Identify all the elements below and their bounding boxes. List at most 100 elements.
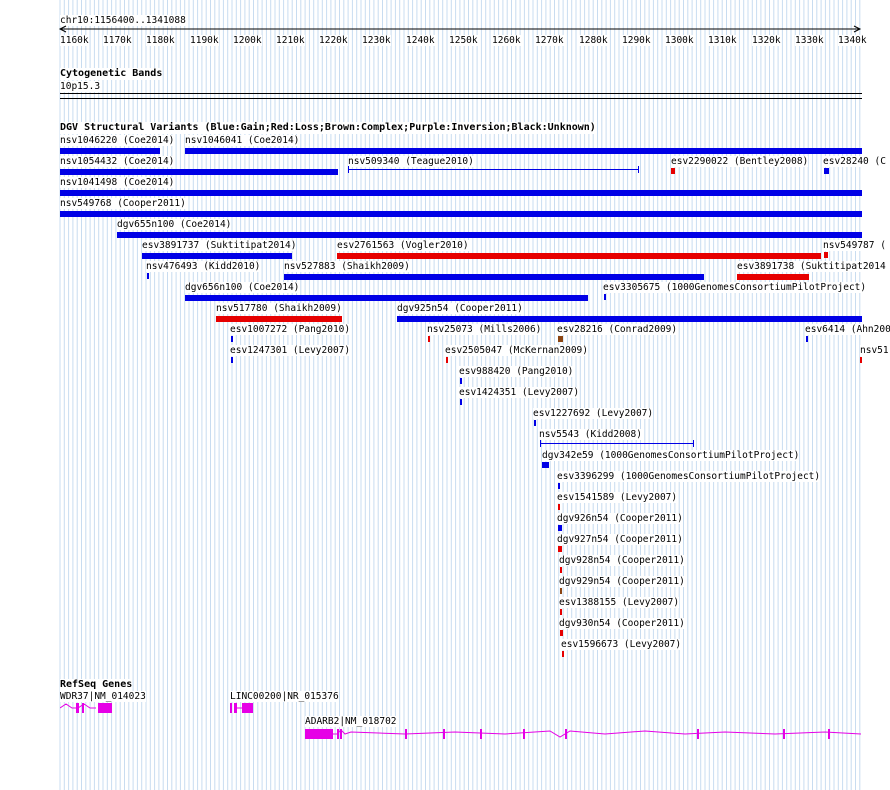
dgv-variant-bar [60,148,160,154]
dgv-variant-bar [337,253,821,259]
refseq-gene-label: ADARB2|NM_018702 [305,716,397,727]
dgv-variant-label: nsv5543 (Kidd2008) [539,429,642,440]
dgv-variant-label: esv2761563 (Vogler2010) [337,240,469,251]
dgv-variant-bar [185,148,862,154]
dgv-track-title[interactable]: DGV Structural Variants (Blue:Gain;Red:L… [60,122,596,134]
ruler-tick-label: 1160k [60,35,89,46]
base-position-ruler [58,25,862,33]
dgv-variant-label: nsv549768 (Cooper2011) [60,198,186,209]
refseq-gene-label: LINC00200|NR_015376 [230,691,339,702]
cytoband-top-line [60,93,862,94]
dgv-variant-bar [558,483,560,489]
dgv-variant-bar [397,316,862,322]
ruler-tick-label: 1180k [146,35,175,46]
dgv-variant-label: esv28216 (Conrad2009) [557,324,678,335]
dgv-variant-label: dgv929n54 (Cooper2011) [559,576,685,587]
ruler-tick-label: 1260k [492,35,521,46]
dgv-variant-line [348,166,639,173]
dgv-variant-label: esv3891738 (Suktitipat2014 [737,261,886,272]
dgv-variant-bar [604,294,606,300]
dgv-variant-label: nsv476493 (Kidd2010) [146,261,261,272]
dgv-variant-bar [60,211,862,217]
ruler-tick-label: 1300k [665,35,694,46]
dgv-variant-bar [560,630,563,636]
dgv-variant-label: esv1247301 (Levy2007) [230,345,351,356]
ruler-tick-label: 1280k [579,35,608,46]
dgv-variant-label: esv2505047 (McKernan2009) [445,345,588,356]
dgv-variant-bar [824,168,829,174]
ruler-tick-label: 1190k [190,35,219,46]
dgv-variant-bar [428,336,430,342]
ruler-tick-label: 1250k [449,35,478,46]
ruler-tick-label: 1290k [622,35,651,46]
dgv-variant-bar [560,609,562,615]
dgv-variant-label: nsv549787 ( [823,240,886,251]
dgv-variant-bar [117,232,862,238]
dgv-variant-label: dgv656n100 (Coe2014) [185,282,300,293]
dgv-variant-bar [231,357,233,363]
dgv-variant-label: nsv1046041 (Coe2014) [185,135,300,146]
dgv-variant-label: nsv517780 (Shaikh2009) [216,303,342,314]
dgv-variant-bar [446,357,448,363]
dgv-variant-bar [147,273,149,279]
refseq-track-title[interactable]: RefSeq Genes [60,679,133,691]
dgv-variant-bar [142,253,292,259]
dgv-variant-label: nsv1054432 (Coe2014) [60,156,175,167]
dgv-variant-label: dgv925n54 (Cooper2011) [397,303,523,314]
dgv-variant-label: esv1227692 (Levy2007) [533,408,654,419]
dgv-variant-label: nsv1041498 (Coe2014) [60,177,175,188]
dgv-variant-label: esv6414 (Ahn200 [805,324,890,335]
dgv-variant-bar [562,651,564,657]
ruler-tick-label: 1170k [103,35,132,46]
dgv-variant-label: esv1541589 (Levy2007) [557,492,678,503]
dgv-variant-bar [558,546,562,552]
dgv-variant-label: dgv930n54 (Cooper2011) [559,618,685,629]
dgv-variant-label: esv28240 (C [823,156,886,167]
dgv-variant-label: esv988420 (Pang2010) [459,366,574,377]
ruler-tick-label: 1200k [233,35,262,46]
dgv-variant-label: esv1596673 (Levy2007) [561,639,682,650]
dgv-variant-bar [560,588,562,594]
dgv-variant-label: esv1388155 (Levy2007) [559,597,680,608]
dgv-variant-label: esv3305675 (1000GenomesConsortiumPilotPr… [603,282,867,293]
dgv-variant-label: nsv25073 (Mills2006) [427,324,542,335]
dgv-variant-bar [737,274,809,280]
ruler-tick-label: 1270k [535,35,564,46]
dgv-variant-bar [558,504,560,510]
dgv-variant-bar [460,399,462,405]
dgv-variant-bar [558,525,562,531]
ruler-tick-label: 1310k [708,35,737,46]
ruler-tick-label: 1240k [406,35,435,46]
dgv-variant-line [540,440,694,447]
ruler-tick-label: 1210k [276,35,305,46]
position-label: chr10:1156400..1341088 [60,15,186,26]
ruler-tick-label: 1340k [838,35,867,46]
dgv-variant-label: nsv509340 (Teague2010) [348,156,474,167]
dgv-variant-label: dgv342e59 (1000GenomesConsortiumPilotPro… [542,450,800,461]
gene-model [305,729,862,739]
dgv-variant-bar [60,169,338,175]
dgv-variant-label: esv2290022 (Bentley2008) [671,156,809,167]
dgv-variant-bar [671,168,675,174]
ruler-tick-label: 1330k [795,35,824,46]
dgv-variant-label: esv3891737 (Suktitipat2014) [142,240,297,251]
refseq-gene-label: WDR37|NM_014023 [60,691,146,702]
dgv-variant-label: esv1007272 (Pang2010) [230,324,351,335]
dgv-variant-bar [231,336,233,342]
ruler-tick-label: 1220k [319,35,348,46]
dgv-variant-label: dgv655n100 (Coe2014) [117,219,232,230]
cytoband-track-title[interactable]: Cytogenetic Bands [60,68,163,80]
dgv-variant-label: nsv51 [860,345,889,356]
dgv-variant-bar [60,190,862,196]
gene-model [230,703,253,713]
dgv-variant-label: nsv1046220 (Coe2014) [60,135,175,146]
dgv-variant-bar [560,567,562,573]
dgv-variant-label: esv3396299 (1000GenomesConsortiumPilotPr… [557,471,821,482]
dgv-variant-bar [542,462,549,468]
ruler-tick-label: 1320k [752,35,781,46]
dgv-variant-label: dgv927n54 (Cooper2011) [557,534,683,545]
dgv-variant-bar [860,357,862,363]
dgv-variant-bar [806,336,808,342]
dgv-variant-bar [534,420,536,426]
